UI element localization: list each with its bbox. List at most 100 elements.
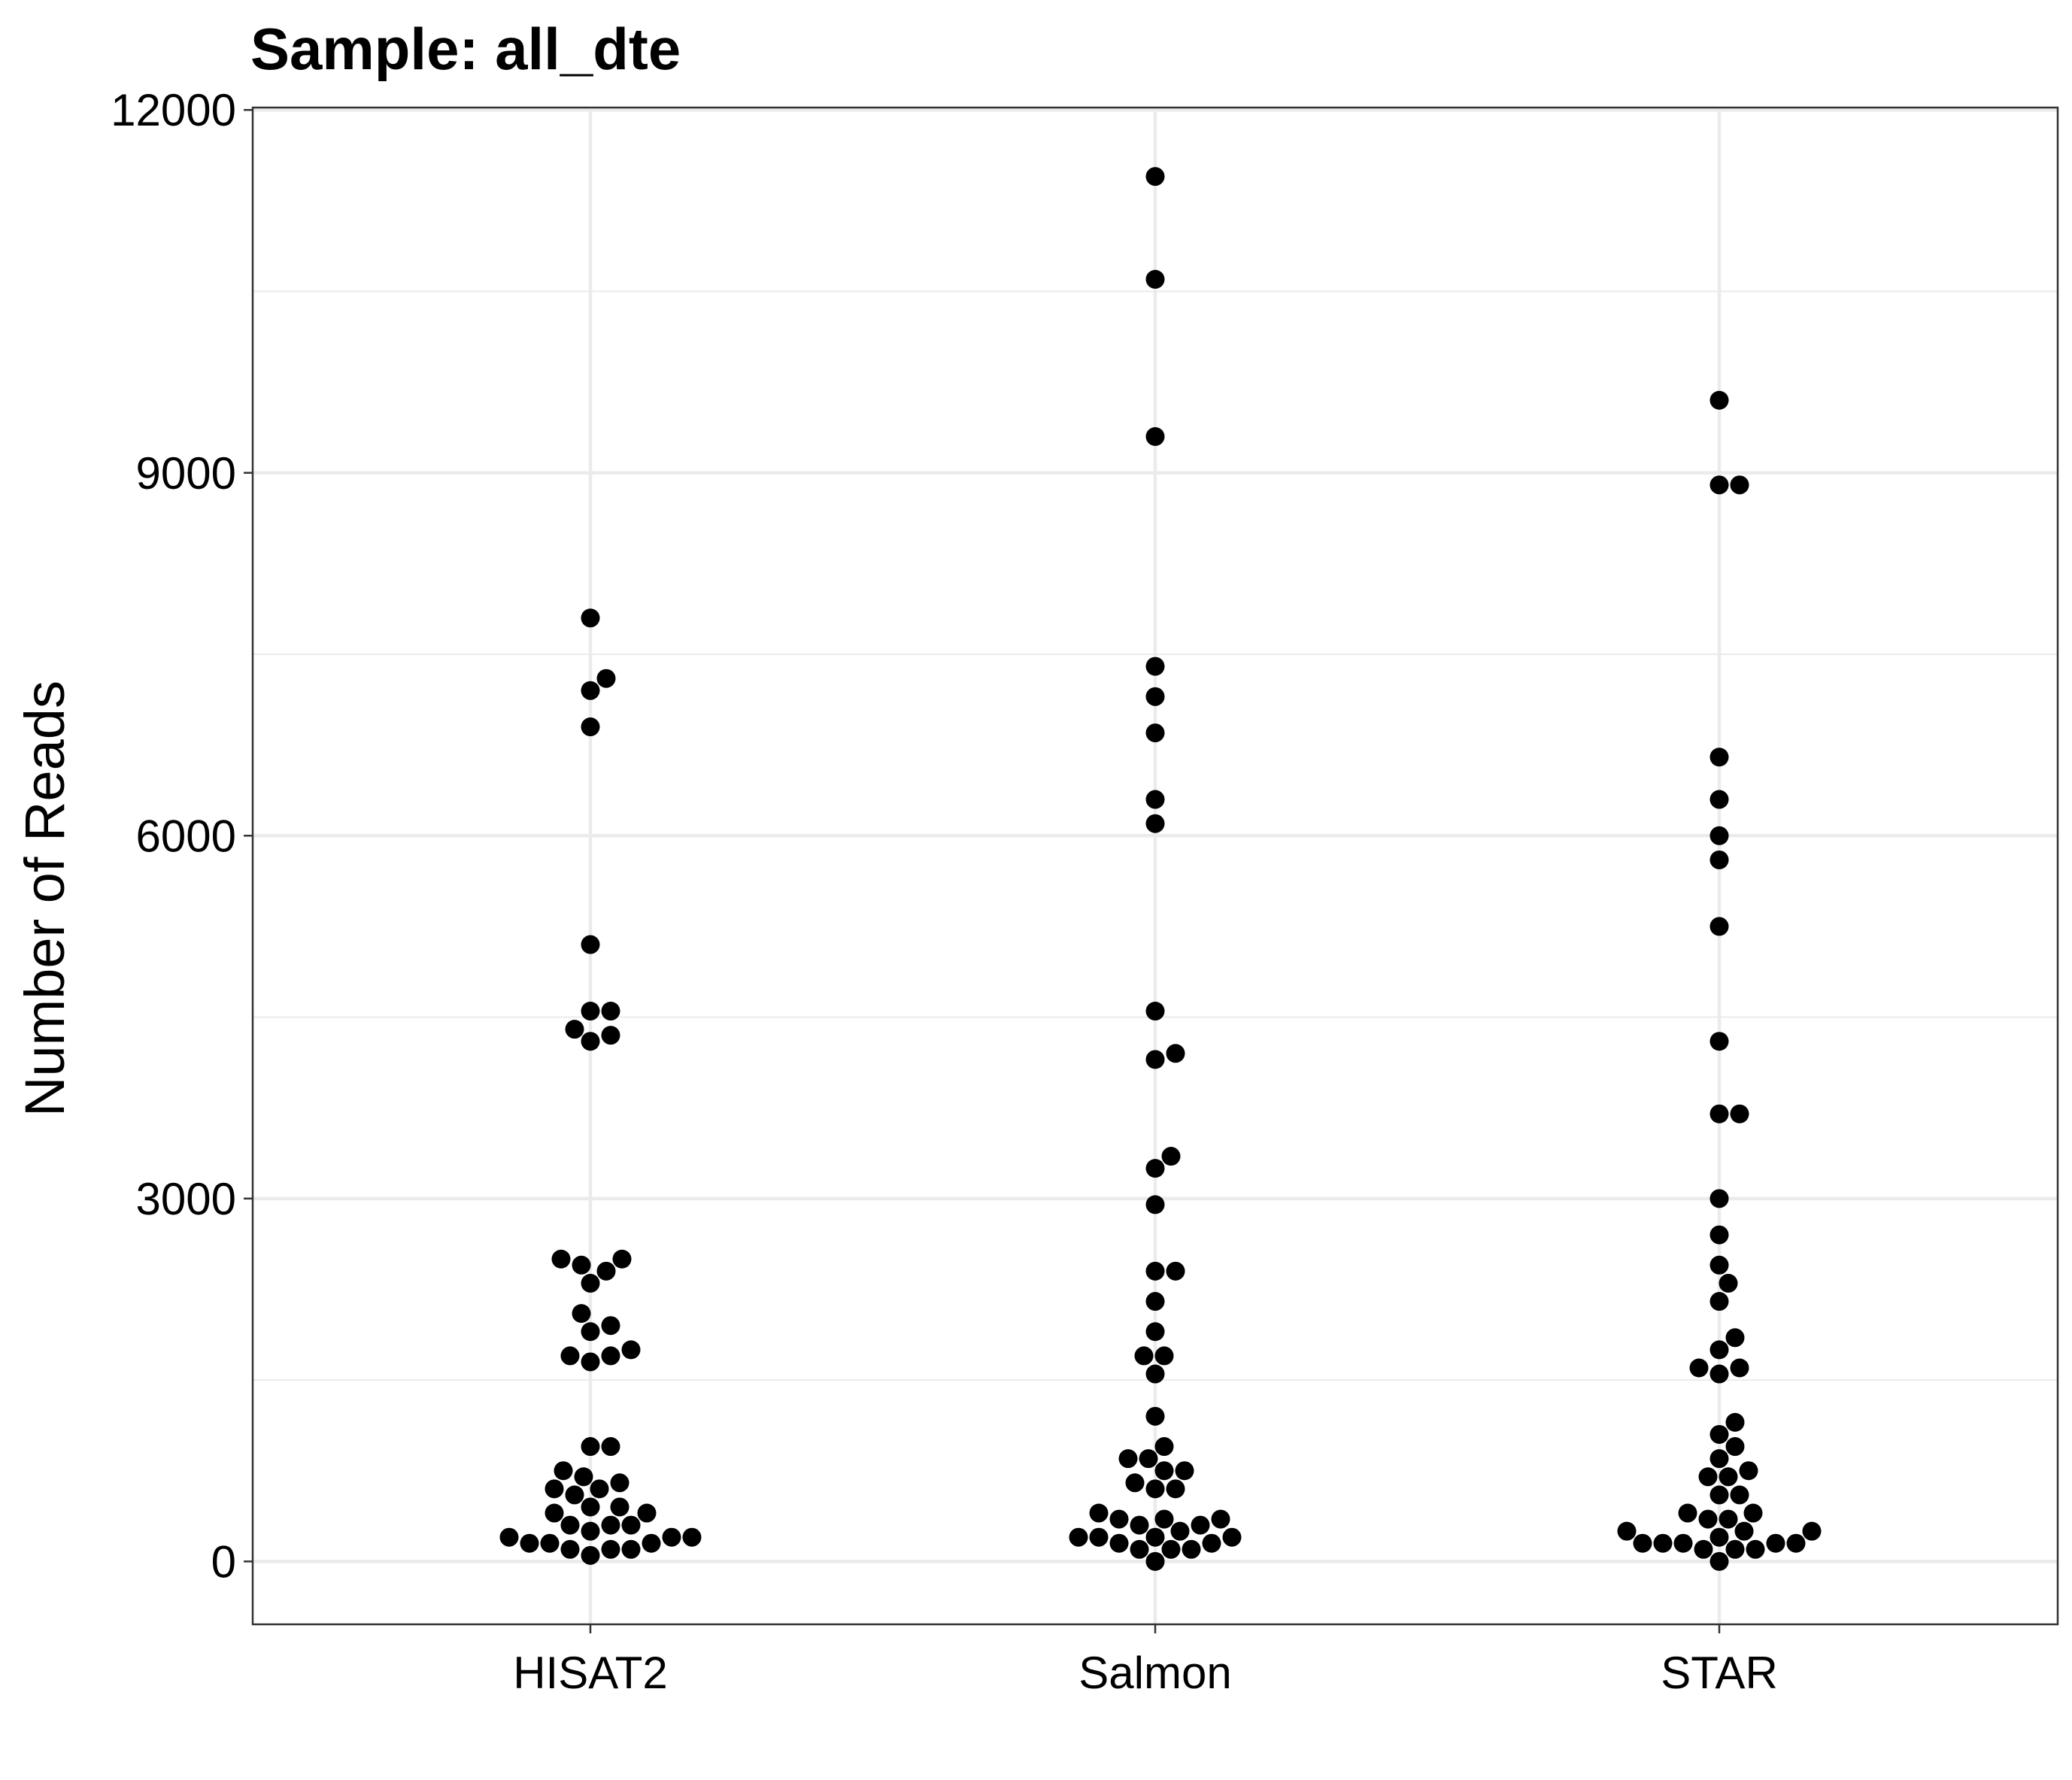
data-point bbox=[581, 1545, 600, 1565]
data-point bbox=[621, 1340, 641, 1360]
data-point bbox=[560, 1539, 580, 1559]
data-point bbox=[1709, 1449, 1729, 1469]
data-point bbox=[1709, 475, 1729, 495]
data-point bbox=[1709, 826, 1729, 845]
data-point bbox=[1730, 1358, 1749, 1378]
data-point bbox=[1202, 1533, 1221, 1553]
data-point bbox=[572, 1304, 591, 1324]
data-point bbox=[1766, 1533, 1785, 1553]
x-tick-label: STAR bbox=[1661, 1648, 1778, 1698]
data-point bbox=[1709, 1292, 1729, 1311]
data-point bbox=[1719, 1467, 1738, 1487]
data-point bbox=[1182, 1539, 1201, 1559]
data-point bbox=[499, 1527, 519, 1547]
data-point bbox=[1145, 1322, 1165, 1342]
data-point bbox=[560, 1346, 580, 1366]
data-point bbox=[601, 1316, 620, 1336]
data-point bbox=[1743, 1503, 1763, 1523]
data-point bbox=[1145, 814, 1165, 833]
data-point bbox=[1145, 1292, 1165, 1311]
data-point bbox=[1130, 1515, 1149, 1535]
data-point bbox=[1725, 1412, 1745, 1432]
data-point bbox=[581, 608, 600, 628]
data-point bbox=[1802, 1521, 1822, 1541]
data-point bbox=[581, 1497, 600, 1517]
y-tick-label: 6000 bbox=[136, 811, 236, 861]
data-point bbox=[560, 1515, 580, 1535]
data-point bbox=[581, 1273, 600, 1293]
data-point bbox=[581, 717, 600, 737]
data-point bbox=[565, 1020, 584, 1039]
data-point bbox=[1154, 1437, 1174, 1457]
data-point bbox=[1633, 1533, 1652, 1553]
data-point bbox=[1145, 1527, 1165, 1547]
data-point bbox=[1709, 1189, 1729, 1208]
data-point bbox=[662, 1527, 681, 1547]
data-point bbox=[581, 935, 600, 954]
data-point bbox=[1130, 1539, 1149, 1559]
data-point bbox=[1170, 1521, 1190, 1541]
data-point bbox=[1719, 1273, 1738, 1293]
data-point bbox=[1166, 1044, 1185, 1063]
data-point bbox=[1145, 790, 1165, 809]
y-tick-label: 3000 bbox=[136, 1174, 236, 1224]
data-point bbox=[1145, 167, 1165, 186]
data-point bbox=[596, 1261, 616, 1281]
data-point bbox=[1698, 1509, 1718, 1529]
data-point bbox=[1709, 1255, 1729, 1275]
data-point bbox=[1725, 1539, 1745, 1559]
data-point bbox=[1678, 1503, 1697, 1523]
y-tick-label: 0 bbox=[211, 1536, 236, 1587]
data-point bbox=[1689, 1358, 1709, 1378]
data-point bbox=[682, 1527, 702, 1547]
data-point bbox=[1145, 1002, 1165, 1021]
data-point bbox=[621, 1539, 641, 1559]
data-point bbox=[1089, 1503, 1109, 1523]
data-point bbox=[1145, 1195, 1165, 1214]
data-point bbox=[1145, 1159, 1165, 1178]
data-point bbox=[1709, 1104, 1729, 1123]
data-point bbox=[601, 1515, 620, 1535]
data-point bbox=[545, 1479, 564, 1499]
data-point bbox=[1709, 1032, 1729, 1051]
data-point bbox=[1145, 1479, 1165, 1499]
data-point bbox=[1069, 1527, 1088, 1547]
data-point bbox=[1725, 1437, 1745, 1457]
data-point bbox=[1617, 1521, 1637, 1541]
data-point bbox=[621, 1515, 641, 1535]
data-point bbox=[1145, 269, 1165, 289]
data-point bbox=[1211, 1509, 1230, 1529]
data-point bbox=[601, 1539, 620, 1559]
data-point bbox=[1145, 1551, 1165, 1571]
data-point bbox=[1709, 1225, 1729, 1245]
axes: 0 3000 6000 9000 12000 HISAT2 Salmon STAR bbox=[111, 85, 1778, 1698]
data-point bbox=[1730, 1485, 1749, 1505]
data-point bbox=[1725, 1328, 1745, 1348]
data-point bbox=[1134, 1346, 1154, 1366]
data-point bbox=[581, 1437, 600, 1457]
data-point bbox=[610, 1497, 629, 1517]
data-point bbox=[1145, 1050, 1165, 1069]
data-points bbox=[499, 167, 1822, 1571]
data-point bbox=[642, 1533, 661, 1553]
data-point bbox=[1145, 1261, 1165, 1281]
data-point bbox=[554, 1461, 573, 1481]
data-point bbox=[1709, 1364, 1729, 1384]
data-point bbox=[520, 1533, 539, 1553]
data-point bbox=[1109, 1533, 1129, 1553]
data-point bbox=[545, 1503, 564, 1523]
data-point bbox=[581, 1002, 600, 1021]
data-point bbox=[1145, 687, 1165, 706]
data-point bbox=[1709, 1485, 1729, 1505]
data-point bbox=[590, 1479, 609, 1499]
y-tick-label: 12000 bbox=[111, 85, 236, 135]
data-point bbox=[1709, 917, 1729, 936]
data-point bbox=[1709, 790, 1729, 809]
data-point bbox=[581, 1521, 600, 1541]
data-point bbox=[581, 681, 600, 700]
data-point bbox=[1154, 1346, 1174, 1366]
data-point bbox=[601, 1437, 620, 1457]
data-point bbox=[581, 1322, 600, 1342]
data-point bbox=[1166, 1479, 1185, 1499]
